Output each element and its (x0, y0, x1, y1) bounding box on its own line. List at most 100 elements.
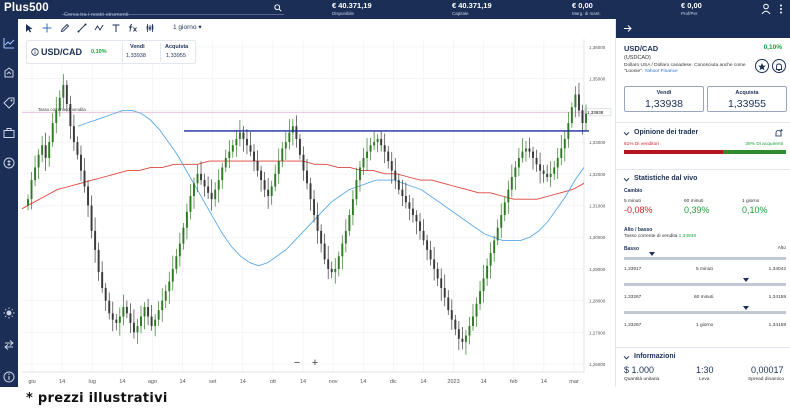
candle-body (475, 303, 478, 317)
candle-body (514, 167, 517, 177)
candle-body (422, 230, 425, 241)
buy-button[interactable]: Acquista 1,33955 (707, 86, 787, 112)
candle-body (94, 230, 97, 250)
bell-plus-icon[interactable] (773, 128, 784, 139)
y-tick-label: 1,28000 (589, 299, 606, 304)
switch-icon[interactable] (3, 339, 15, 351)
price-label-box (584, 108, 612, 117)
candle-body (161, 300, 164, 311)
current-rate-annotation: Tasso corrente di vendita (38, 107, 86, 112)
candle-body (193, 183, 195, 196)
candle-body (535, 157, 538, 165)
leverage-label: Leva (699, 377, 710, 382)
candle-body (546, 173, 549, 177)
candle-body (306, 170, 308, 184)
candle-body (482, 278, 485, 292)
candle-body (373, 142, 376, 146)
portfolio-icon[interactable] (3, 67, 15, 79)
tag-icon[interactable] (3, 97, 15, 109)
candle-body (553, 167, 556, 174)
x-tick-label: 14 (300, 379, 306, 385)
panel-header (616, 19, 790, 38)
star-icon (758, 63, 766, 71)
candle-body (80, 154, 82, 171)
candle-body (493, 240, 496, 254)
user-icon[interactable] (761, 3, 771, 15)
y-tick-label: 1,36000 (589, 45, 606, 50)
text-tool-icon[interactable] (111, 23, 121, 33)
top-bar: Plus500 € 40.371,19 Disponibile € 40.371… (0, 0, 790, 21)
fx-icon[interactable] (128, 23, 138, 33)
candle-body (369, 145, 372, 152)
chart-svg[interactable]: giu 14 lug 14 ago 14 set 14 ott 14 nov 14 dic 14 2023 1… (18, 37, 612, 387)
info-icon[interactable] (3, 371, 15, 383)
buy-value[interactable]: 1,33955 (166, 53, 186, 59)
sell-value[interactable]: 1,33938 (126, 53, 146, 59)
menu-icon[interactable] (776, 3, 786, 15)
pencil-icon[interactable] (60, 23, 70, 33)
candle-body (507, 189, 510, 203)
arrow-right-icon[interactable] (623, 24, 632, 33)
price-chart[interactable]: giu 14 lug 14 ago 14 set 14 ott 14 nov 14 dic 14 2023 1… (18, 37, 612, 387)
candle-body (168, 281, 171, 292)
candle-body (150, 316, 153, 327)
candle-body (263, 180, 266, 190)
alert-button[interactable] (772, 59, 786, 73)
zoom-in-button[interactable]: + (311, 357, 319, 369)
candle-body (189, 195, 192, 212)
range-bar-60min (624, 278, 786, 286)
yahoo-finance-link[interactable]: Yahoo! Finance (644, 69, 678, 74)
candle-body (415, 215, 418, 222)
candles-icon[interactable] (145, 23, 155, 33)
favorite-button[interactable] (755, 59, 769, 73)
candle-body (330, 268, 333, 273)
sell-label[interactable]: Vendi (130, 44, 145, 50)
candle-body (69, 104, 72, 127)
candle-body (44, 145, 47, 158)
candle-body (51, 123, 54, 143)
plus500-logo[interactable]: Plus500 (4, 2, 49, 14)
candle-body (245, 138, 248, 146)
chart-icon[interactable] (3, 37, 15, 49)
cursor-icon[interactable] (24, 23, 34, 33)
candle-body (76, 142, 79, 155)
buy-label[interactable]: Acquista (165, 44, 189, 50)
zoom-out-button[interactable]: − (293, 357, 301, 369)
search-icon[interactable] (274, 4, 282, 12)
candle-body (185, 211, 188, 228)
sell-button[interactable]: Vendi 1,33938 (624, 86, 704, 112)
candle-body (210, 192, 213, 200)
high-label: Alto (777, 246, 786, 251)
candle-body (214, 189, 217, 200)
chevron-down-icon[interactable] (623, 176, 630, 183)
candle-body (34, 167, 37, 181)
stat-capitale: € 40.371,19 Capitale (452, 1, 492, 16)
candle-body (323, 243, 326, 260)
candle-body (242, 132, 245, 139)
live-stats-section: Statistiche dal vivo Cambio 5 minuti -0,… (616, 169, 790, 349)
chart-toolbar: 1 giorno ▾ (18, 19, 612, 37)
coin-icon[interactable] (3, 157, 15, 169)
period-select[interactable]: 1 giorno ▾ (173, 24, 202, 31)
candle-body (118, 316, 121, 323)
zigzag-icon[interactable] (94, 23, 104, 33)
candle-body (503, 202, 506, 216)
briefcase-icon[interactable] (3, 127, 15, 139)
candle-body (200, 173, 203, 181)
crosshair-icon[interactable] (42, 23, 52, 33)
x-tick-label: feb (510, 379, 518, 385)
chevron-down-icon[interactable] (623, 130, 630, 137)
y-tick-label: 1,26000 (589, 362, 606, 367)
range-1day-label: 1 giorno (696, 323, 714, 328)
candle-body (238, 132, 241, 139)
candle-body (359, 167, 361, 181)
brightness-icon[interactable] (3, 307, 15, 319)
candle-body (270, 186, 273, 196)
search-input[interactable] (62, 9, 262, 21)
search-box[interactable] (62, 3, 284, 21)
stat-disponibile: € 40.371,19 Disponibile (332, 1, 372, 16)
chevron-down-icon[interactable] (623, 354, 630, 361)
candle-body (577, 94, 580, 111)
trendline-icon[interactable] (77, 23, 87, 33)
info-circle-icon[interactable] (31, 48, 39, 56)
